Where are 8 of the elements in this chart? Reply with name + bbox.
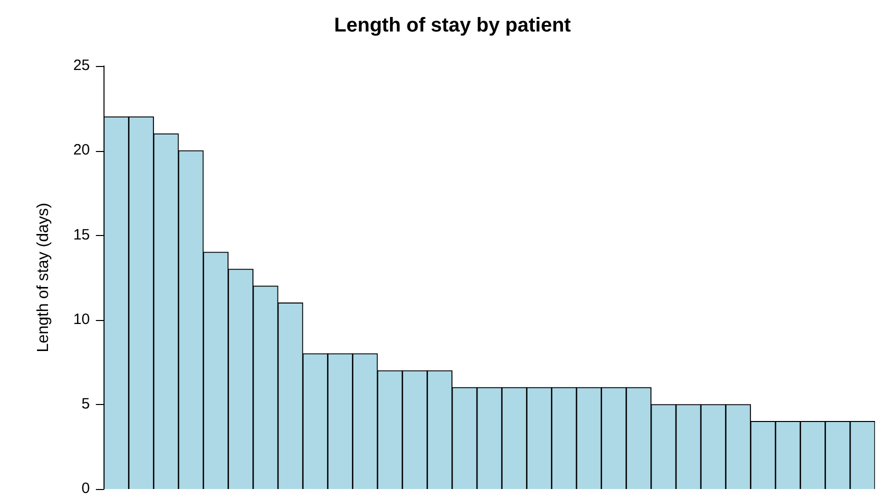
chart-title: Length of stay by patient [334, 14, 572, 37]
y-tick-label: 0 [82, 480, 90, 498]
y-tick-label: 20 [73, 142, 90, 159]
y-tick-label: 10 [73, 310, 90, 328]
y-axis-title: Length of stay (days) [35, 202, 52, 352]
y-tick-label: 15 [73, 226, 90, 244]
y-tick-label: 25 [73, 57, 90, 74]
y-tick-label: 5 [82, 396, 90, 413]
